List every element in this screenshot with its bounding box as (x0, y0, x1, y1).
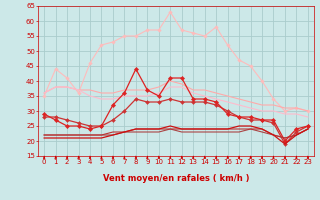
X-axis label: Vent moyen/en rafales ( km/h ): Vent moyen/en rafales ( km/h ) (103, 174, 249, 183)
